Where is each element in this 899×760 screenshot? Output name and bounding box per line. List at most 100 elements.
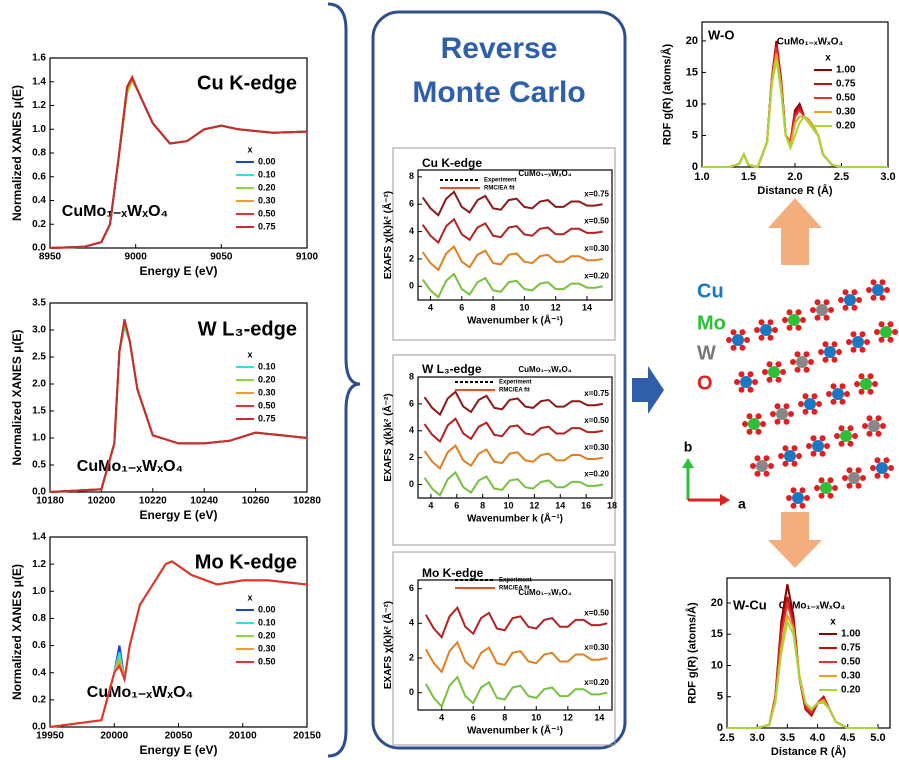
x-tick-label: 10 <box>504 500 514 510</box>
atom-o <box>756 413 762 419</box>
atom-o <box>818 349 824 355</box>
legend-label: 0.00 <box>258 604 276 614</box>
y-axis-label: RDF g(R) (atoms/Å) <box>685 602 698 704</box>
atom-o <box>839 441 845 447</box>
figure: Reverse Monte Carlo Cu Mo W O b a 895090… <box>0 0 899 760</box>
atom-o <box>842 475 848 481</box>
legend-label: Experiment <box>484 178 517 184</box>
legend-label: 0.50 <box>258 208 276 218</box>
y-tick-label: 0.2 <box>32 219 46 230</box>
x-tick-label: 1.5 <box>741 171 756 183</box>
atom <box>792 492 804 504</box>
y-tick-label: 1.6 <box>32 53 46 64</box>
atom-o <box>867 431 873 437</box>
y-tick-label: 5 <box>692 129 698 141</box>
legend-label: 0.50 <box>841 657 861 668</box>
x-tick-label: 10260 <box>242 496 270 507</box>
atom-o <box>784 419 790 425</box>
y-tick-label: 0.8 <box>32 148 46 159</box>
atom <box>784 450 796 462</box>
legend-label: 0.75 <box>841 643 861 654</box>
y-tick-label: 1.4 <box>32 532 46 543</box>
legend-label: 0.10 <box>258 169 276 179</box>
y-tick-label: 0.8 <box>32 613 46 624</box>
series-label: x=0.20 <box>584 470 609 479</box>
x-tick-label: 4 <box>439 712 444 722</box>
atom-o <box>815 299 821 305</box>
y-tick-label: 4 <box>409 425 414 435</box>
atom-o <box>768 463 774 469</box>
atom-o <box>848 441 854 447</box>
atom-o <box>866 287 872 293</box>
atom-o <box>768 319 774 325</box>
atom-o <box>755 455 761 461</box>
legend-title: x <box>247 592 252 602</box>
x-axis-label: Distance R (Å) <box>771 745 847 758</box>
x-tick-label: 10240 <box>190 496 218 507</box>
series-label: x=0.30 <box>584 443 609 452</box>
x-tick-label: 4 <box>428 302 433 312</box>
x-tick-label: 10 <box>531 712 541 722</box>
atom <box>860 378 872 390</box>
x-axis-label: Energy E (eV) <box>139 743 217 757</box>
atom-o <box>795 351 801 357</box>
legend-label: 0.30 <box>836 107 856 118</box>
chart-title: W-Cu <box>733 597 767 612</box>
y-tick-label: 0.5 <box>32 460 46 471</box>
atom-o <box>834 433 840 439</box>
atom-o <box>876 431 882 437</box>
atom-o <box>856 483 862 489</box>
atom-o <box>750 463 756 469</box>
atom-o <box>814 485 820 491</box>
y-tick-label: 10 <box>711 659 723 671</box>
atom-o <box>726 337 732 343</box>
atom-o <box>756 429 762 435</box>
y-tick-label: 6 <box>409 583 414 593</box>
atom-o <box>862 423 868 429</box>
atom-o <box>784 403 790 409</box>
atom-o <box>792 445 798 451</box>
legend-label: 0.20 <box>258 374 276 384</box>
atom <box>796 356 808 368</box>
atom-o <box>800 317 806 323</box>
compound-label: CuMo₁₋ₓWₓO₄ <box>87 684 193 701</box>
x-tick-label: 2.0 <box>787 171 802 183</box>
atom <box>840 430 852 442</box>
compound-label: CuMo₁₋ₓWₓO₄ <box>777 37 844 48</box>
compound-label: CuMo₁₋ₓWₓO₄ <box>518 169 571 178</box>
atom-o <box>875 457 881 463</box>
atom-o <box>840 383 846 389</box>
y-tick-label: 0.4 <box>32 667 46 678</box>
y-tick-label: 1.5 <box>32 406 46 417</box>
legend-label: Experiment <box>499 380 532 386</box>
atom-o <box>760 421 766 427</box>
atom-o <box>786 495 792 501</box>
legend-label: 0.20 <box>841 685 861 696</box>
panel-title: Reverse <box>441 32 558 65</box>
atom-o <box>812 393 818 399</box>
y-axis-label: Normalized XANES μ(E) <box>10 564 24 700</box>
x-tick-label: 14 <box>555 500 565 510</box>
chart-title: W L₃-edge <box>198 318 297 340</box>
atom-o <box>848 425 854 431</box>
x-tick-label: 3.0 <box>880 171 895 183</box>
y-axis-label: Normalized XANES μ(E) <box>10 85 24 221</box>
x-axis-label: Wavenumber k (Å⁻¹) <box>467 512 563 525</box>
compound-label: CuMo₁₋ₓWₓO₄ <box>518 365 571 374</box>
atom-o <box>852 433 858 439</box>
atom-o <box>744 337 750 343</box>
atom-o <box>880 279 886 285</box>
x-tick-label: 20100 <box>229 731 257 742</box>
atom-o <box>880 423 886 429</box>
atom <box>832 388 844 400</box>
panel-title: Monte Carlo <box>412 76 585 109</box>
atom-o <box>860 331 866 337</box>
atom-o <box>800 503 806 509</box>
atom-o <box>739 371 745 377</box>
atom-o <box>844 391 850 397</box>
legend-label: 0.75 <box>836 79 856 90</box>
atom-o <box>824 299 830 305</box>
atom-o <box>752 379 758 385</box>
x-axis-label: Distance R (Å) <box>757 184 833 197</box>
x-tick-label: 4.5 <box>840 732 855 744</box>
